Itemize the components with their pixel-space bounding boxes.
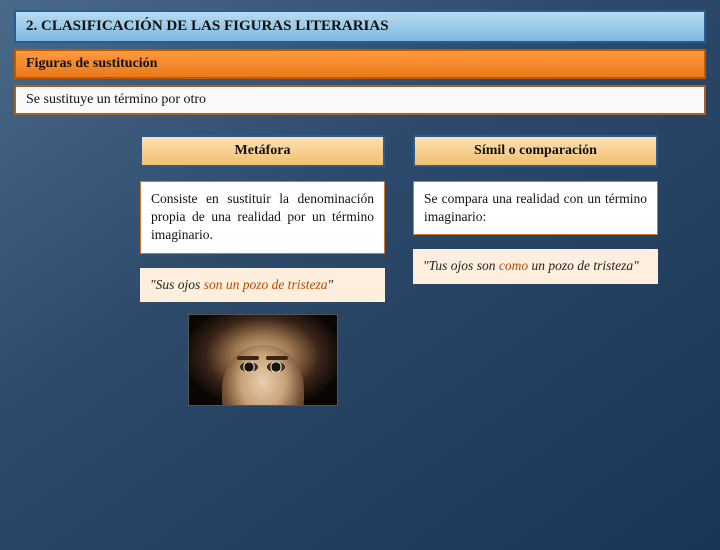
- quote-em: son un pozo de tristeza: [204, 277, 328, 292]
- column-quote-right: "Tus ojos son como un pozo de tristeza": [413, 249, 658, 283]
- column-title-right: Símil o comparación: [413, 135, 658, 167]
- column-quote-left: "Sus ojos son un pozo de tristeza": [140, 268, 385, 302]
- column-desc-right: Se compara una realidad con un término i…: [413, 181, 658, 235]
- column-title-left: Metáfora: [140, 135, 385, 167]
- section-subtitle: Figuras de sustitución: [14, 49, 706, 79]
- quote-prefix: "Sus ojos: [150, 277, 204, 292]
- quote-suffix: ": [327, 277, 333, 292]
- face-image-left: [188, 314, 338, 406]
- quote-prefix: "Tus ojos son: [423, 258, 499, 273]
- column-simil: Símil o comparación Se compara una reali…: [413, 135, 658, 406]
- quote-suffix: un pozo de tristeza": [528, 258, 639, 273]
- column-metafora: Metáfora Consiste en sustituir la denomi…: [140, 135, 385, 406]
- section-title: 2. CLASIFICACIÓN DE LAS FIGURAS LITERARI…: [14, 10, 706, 43]
- quote-em: como: [499, 258, 528, 273]
- columns-container: Metáfora Consiste en sustituir la denomi…: [0, 129, 720, 406]
- section-intro: Se sustituye un término por otro: [14, 85, 706, 115]
- column-desc-left: Consiste en sustituir la denominación pr…: [140, 181, 385, 254]
